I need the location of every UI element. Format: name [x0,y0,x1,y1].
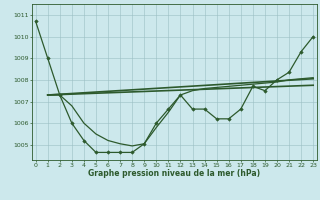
X-axis label: Graphe pression niveau de la mer (hPa): Graphe pression niveau de la mer (hPa) [88,169,260,178]
